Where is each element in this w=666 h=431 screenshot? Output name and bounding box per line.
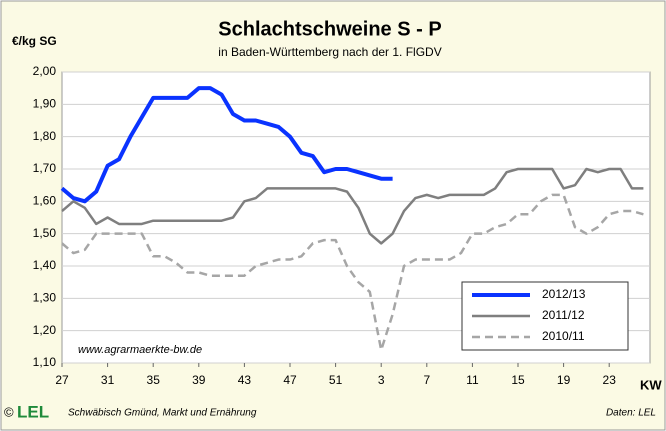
series-line	[61, 167, 644, 245]
x-tick-label: 51	[329, 373, 343, 387]
series-line	[60, 86, 393, 204]
x-tick-label: 31	[101, 373, 115, 387]
y-tick-label: 1,90	[33, 97, 57, 111]
y-tick-label: 1,60	[33, 194, 57, 208]
x-axis-label: KW	[640, 377, 662, 392]
x-tick-label: 35	[147, 373, 161, 387]
y-tick-label: 1,80	[33, 129, 57, 143]
x-tick-label: 3	[378, 373, 385, 387]
x-tick-label: 11	[466, 373, 479, 387]
footer-source: Schwäbisch Gmünd, Markt und Ernährung	[68, 408, 257, 419]
legend-label: 2012/13	[542, 287, 586, 301]
y-tick-label: 1,40	[33, 258, 57, 272]
x-tick-label: 27	[55, 373, 69, 387]
footer-data: Daten: LEL	[606, 408, 656, 419]
logo: LEL	[17, 402, 49, 421]
x-tick-label: 7	[423, 373, 430, 387]
x-tick-label: 15	[511, 373, 525, 387]
y-tick-label: 1,30	[33, 291, 57, 305]
series-line	[61, 193, 644, 352]
x-tick-label: 47	[283, 373, 297, 387]
x-tick-label: 43	[238, 373, 252, 387]
x-tick-label: 19	[557, 373, 571, 387]
y-tick-label: 1,70	[33, 161, 57, 175]
chart-subtitle: in Baden-Württemberg nach der 1. FlGDV	[218, 45, 441, 59]
y-tick-label: 1,10	[33, 355, 57, 369]
x-tick-label: 23	[603, 373, 617, 387]
legend-label: 2010/11	[542, 329, 585, 343]
legend-label: 2011/12	[542, 308, 585, 322]
y-axis-label: €/kg SG	[12, 34, 57, 48]
y-tick-label: 1,50	[33, 226, 57, 240]
copyright: ©	[4, 404, 14, 419]
y-tick-label: 1,20	[33, 323, 57, 337]
y-tick-label: 2,00	[33, 64, 57, 78]
website-annotation: www.agrarmaerkte-bw.de	[78, 344, 202, 356]
chart-title: Schlachtschweine S - P	[218, 18, 441, 40]
x-tick-label: 39	[192, 373, 206, 387]
